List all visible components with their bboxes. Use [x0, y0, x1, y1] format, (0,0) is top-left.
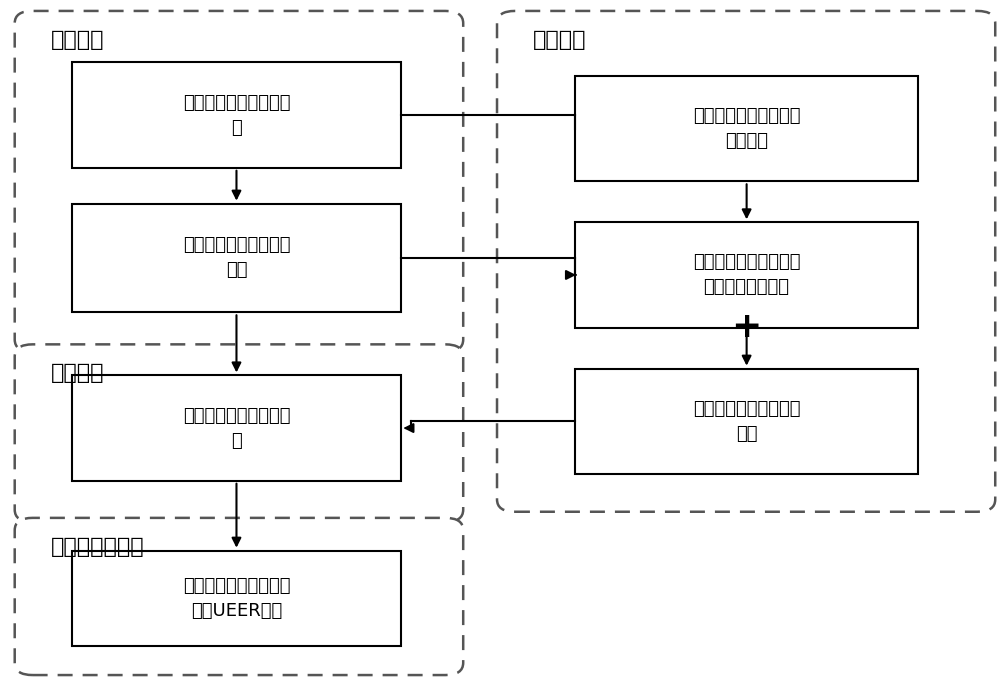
FancyBboxPatch shape: [575, 368, 918, 474]
FancyBboxPatch shape: [497, 11, 995, 512]
Text: 参数估计: 参数估计: [533, 30, 586, 50]
FancyBboxPatch shape: [72, 204, 401, 312]
FancyBboxPatch shape: [15, 11, 463, 352]
FancyBboxPatch shape: [72, 551, 401, 646]
FancyBboxPatch shape: [575, 76, 918, 181]
Text: 基于时域波形和小波变
换估计参数初始值: 基于时域波形和小波变 换估计参数初始值: [693, 253, 800, 296]
Text: 自适应能量提取: 自适应能量提取: [51, 537, 144, 557]
Text: 能量计算: 能量计算: [51, 364, 104, 383]
FancyBboxPatch shape: [72, 375, 401, 481]
Text: 基于粒子群算法的参数
估计: 基于粒子群算法的参数 估计: [693, 400, 800, 442]
FancyBboxPatch shape: [72, 62, 401, 168]
FancyBboxPatch shape: [15, 518, 463, 675]
Text: 计算参数化超声回波能
量: 计算参数化超声回波能 量: [183, 407, 290, 449]
FancyBboxPatch shape: [575, 222, 918, 328]
Text: 提取单脉冲超声回波信
号: 提取单脉冲超声回波信 号: [183, 93, 290, 137]
FancyBboxPatch shape: [15, 344, 463, 522]
Text: 模型建立: 模型建立: [51, 30, 104, 50]
Text: 自适应提取回波能量并
构造UEER曲线: 自适应提取回波能量并 构造UEER曲线: [183, 577, 290, 619]
Text: 建立二重超声回波高斯
模型: 建立二重超声回波高斯 模型: [183, 237, 290, 279]
Text: +: +: [731, 310, 762, 344]
Text: 基于最小二乘法构造适
应度函数: 基于最小二乘法构造适 应度函数: [693, 107, 800, 150]
